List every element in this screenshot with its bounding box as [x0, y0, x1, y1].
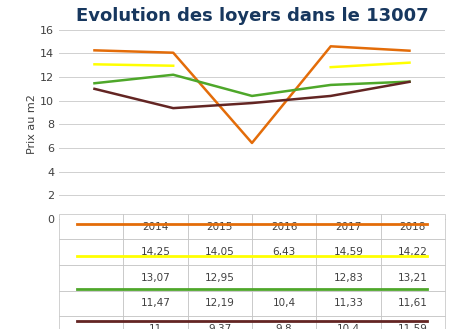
Line: T4: T4 [94, 82, 410, 108]
Line: Studio / T1: Studio / T1 [94, 46, 410, 143]
Studio / T1 [328, 44, 333, 48]
T4 [92, 87, 97, 91]
Line: T2: T2 [94, 64, 173, 66]
Line: T3: T3 [94, 75, 410, 96]
Studio / T1 [92, 48, 97, 52]
T3 [249, 94, 255, 98]
Studio / T1 [249, 141, 255, 145]
T4 [249, 101, 255, 105]
T2 [92, 62, 97, 66]
Studio / T1 [407, 49, 412, 53]
T3 [171, 73, 176, 77]
Title: Evolution des loyers dans le 13007: Evolution des loyers dans le 13007 [76, 7, 428, 25]
T2 [171, 64, 176, 68]
T4 [407, 80, 412, 84]
T4 [328, 94, 333, 98]
T3 [328, 83, 333, 87]
Y-axis label: Prix au m2: Prix au m2 [27, 94, 37, 154]
T4 [171, 106, 176, 110]
T3 [407, 80, 412, 84]
T3 [92, 81, 97, 85]
Studio / T1 [171, 51, 176, 55]
